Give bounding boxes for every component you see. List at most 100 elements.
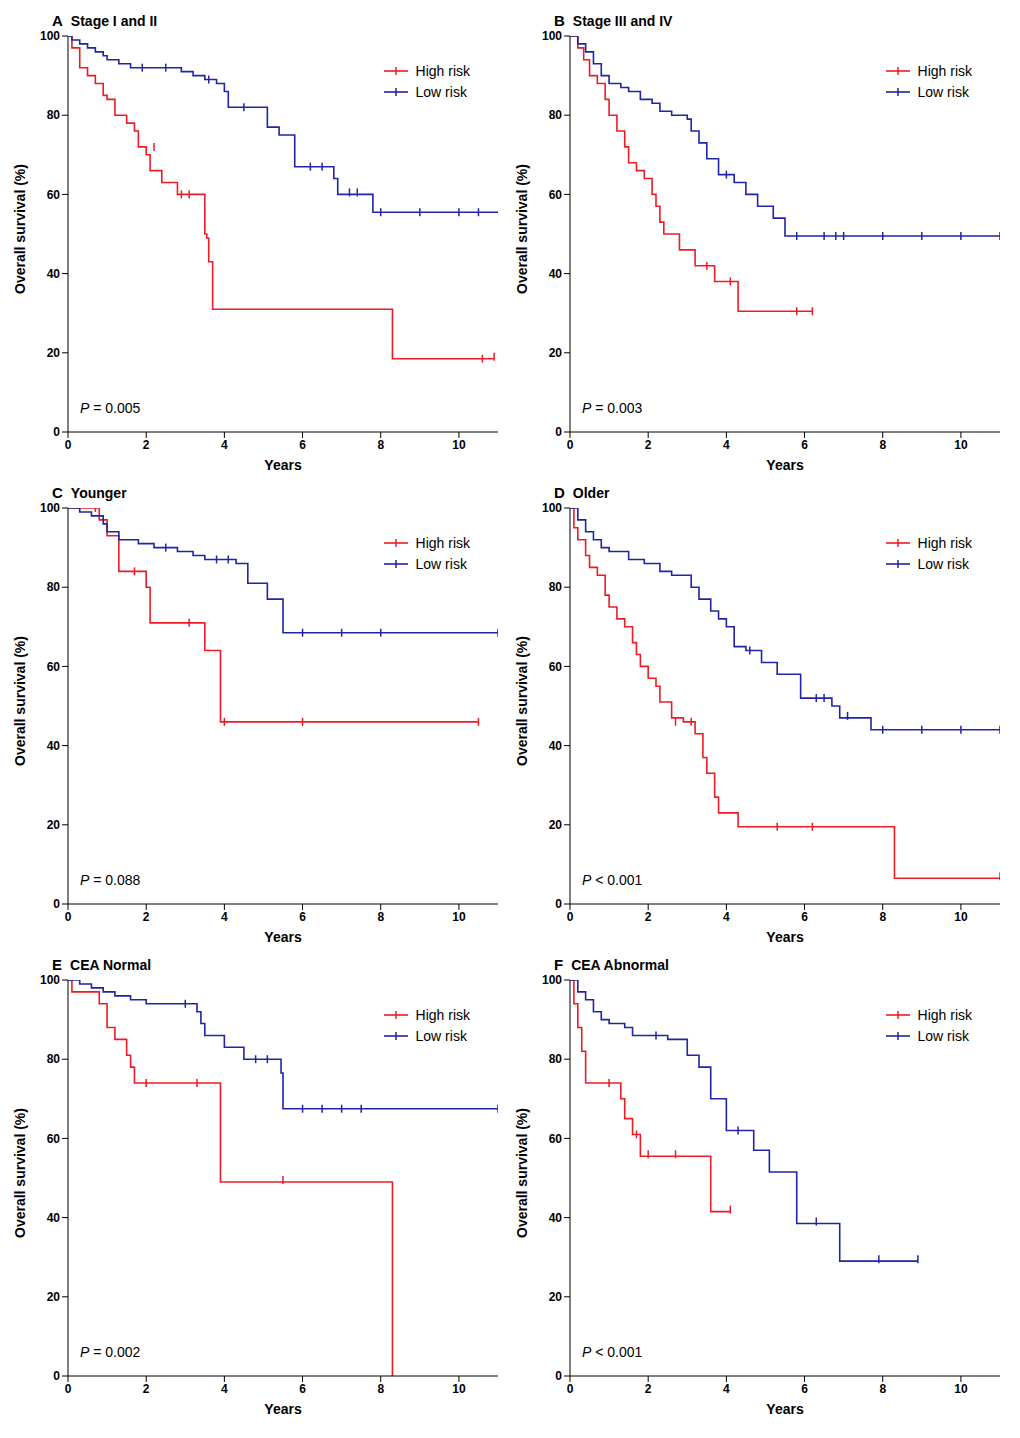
svg-text:100: 100 (40, 973, 60, 987)
svg-text:Overall survival (%): Overall survival (%) (514, 164, 530, 294)
html-text:High risk: High risk (415, 1006, 470, 1023)
html-text:Low risk: Low risk (917, 1027, 969, 1044)
svg-text:0: 0 (555, 425, 562, 439)
svg-text:8: 8 (879, 910, 886, 924)
html-text:High risk: High risk (917, 62, 972, 79)
html-text:Low risk: Low risk (917, 555, 969, 572)
svg-text:6: 6 (801, 910, 808, 924)
svg-text:60: 60 (47, 188, 61, 202)
svg-text:2: 2 (143, 1382, 150, 1396)
svg-text:0: 0 (567, 910, 574, 924)
html-text:High risk: High risk (917, 534, 972, 551)
svg-text:20: 20 (549, 346, 563, 360)
html-text:High risk: High risk (415, 62, 470, 79)
svg-text:60: 60 (549, 188, 563, 202)
svg-text:0: 0 (555, 897, 562, 911)
svg-text:80: 80 (47, 108, 61, 122)
svg-text:80: 80 (549, 580, 563, 594)
svg-text:10: 10 (452, 438, 466, 452)
svg-text:4: 4 (723, 438, 730, 452)
svg-text:6: 6 (299, 910, 306, 924)
svg-text:Years: Years (766, 1401, 804, 1417)
svg-text:0: 0 (65, 910, 72, 924)
svg-text:60: 60 (47, 1132, 61, 1146)
svg-text:8: 8 (377, 438, 384, 452)
svg-text:8: 8 (377, 910, 384, 924)
svg-text:Years: Years (264, 929, 302, 945)
html-text:Stage III and IV: Stage III and IV (572, 13, 673, 29)
svg-text:10: 10 (954, 438, 968, 452)
svg-text:Overall survival (%): Overall survival (%) (514, 1108, 530, 1238)
svg-text:4: 4 (221, 910, 228, 924)
svg-text:40: 40 (47, 1211, 61, 1225)
svg-text:2: 2 (645, 438, 652, 452)
svg-text:20: 20 (549, 1290, 563, 1304)
svg-text:Years: Years (264, 457, 302, 473)
svg-text:20: 20 (47, 818, 61, 832)
svg-text:4: 4 (221, 438, 228, 452)
html-text:Low risk: Low risk (415, 83, 467, 100)
svg-text:40: 40 (47, 267, 61, 281)
svg-text:6: 6 (299, 438, 306, 452)
svg-text:2: 2 (143, 438, 150, 452)
svg-text:80: 80 (47, 580, 61, 594)
svg-text:0: 0 (53, 425, 60, 439)
svg-text:80: 80 (549, 108, 563, 122)
svg-text:8: 8 (879, 438, 886, 452)
svg-text:0: 0 (53, 897, 60, 911)
svg-text:60: 60 (549, 660, 563, 674)
svg-text:0: 0 (65, 1382, 72, 1396)
svg-text:8: 8 (377, 1382, 384, 1396)
svg-text:80: 80 (47, 1052, 61, 1066)
svg-text:40: 40 (549, 1211, 563, 1225)
svg-text:20: 20 (549, 818, 563, 832)
svg-text:Overall survival (%): Overall survival (%) (514, 636, 530, 766)
svg-text:100: 100 (40, 501, 60, 515)
svg-text:40: 40 (549, 739, 563, 753)
svg-text:20: 20 (47, 1290, 61, 1304)
svg-text:0: 0 (567, 1382, 574, 1396)
html-text:P = 0.003: P = 0.003 (582, 400, 643, 416)
svg-text:60: 60 (47, 660, 61, 674)
svg-text:2: 2 (645, 1382, 652, 1396)
html-text:Low risk: Low risk (415, 555, 467, 572)
html-text:High risk: High risk (917, 1006, 972, 1023)
svg-text:6: 6 (299, 1382, 306, 1396)
svg-text:100: 100 (542, 29, 562, 43)
svg-text:60: 60 (549, 1132, 563, 1146)
svg-text:2: 2 (645, 910, 652, 924)
svg-text:6: 6 (801, 438, 808, 452)
svg-text:100: 100 (542, 973, 562, 987)
svg-text:Years: Years (264, 1401, 302, 1417)
svg-text:40: 40 (47, 739, 61, 753)
svg-text:0: 0 (65, 438, 72, 452)
html-text:Low risk: Low risk (917, 83, 969, 100)
svg-text:Years: Years (766, 457, 804, 473)
svg-text:80: 80 (549, 1052, 563, 1066)
svg-text:4: 4 (723, 910, 730, 924)
svg-text:Overall survival (%): Overall survival (%) (12, 164, 28, 294)
html-text:High risk: High risk (415, 534, 470, 551)
svg-text:0: 0 (555, 1369, 562, 1383)
html-text:P = 0.005: P = 0.005 (80, 400, 141, 416)
svg-text:0: 0 (567, 438, 574, 452)
html-text:Low risk: Low risk (415, 1027, 467, 1044)
svg-text:2: 2 (143, 910, 150, 924)
svg-text:Years: Years (766, 929, 804, 945)
svg-text:20: 20 (47, 346, 61, 360)
svg-text:8: 8 (879, 1382, 886, 1396)
svg-text:10: 10 (452, 1382, 466, 1396)
svg-text:40: 40 (549, 267, 563, 281)
svg-text:10: 10 (452, 910, 466, 924)
svg-text:10: 10 (954, 910, 968, 924)
svg-text:100: 100 (542, 501, 562, 515)
svg-text:100: 100 (40, 29, 60, 43)
html-text:Stage I and II: Stage I and II (70, 13, 158, 29)
svg-text:6: 6 (801, 1382, 808, 1396)
svg-text:10: 10 (954, 1382, 968, 1396)
svg-text:4: 4 (723, 1382, 730, 1396)
svg-text:4: 4 (221, 1382, 228, 1396)
svg-text:0: 0 (53, 1369, 60, 1383)
svg-text:Overall survival (%): Overall survival (%) (12, 636, 28, 766)
svg-text:Overall survival (%): Overall survival (%) (12, 1108, 28, 1238)
